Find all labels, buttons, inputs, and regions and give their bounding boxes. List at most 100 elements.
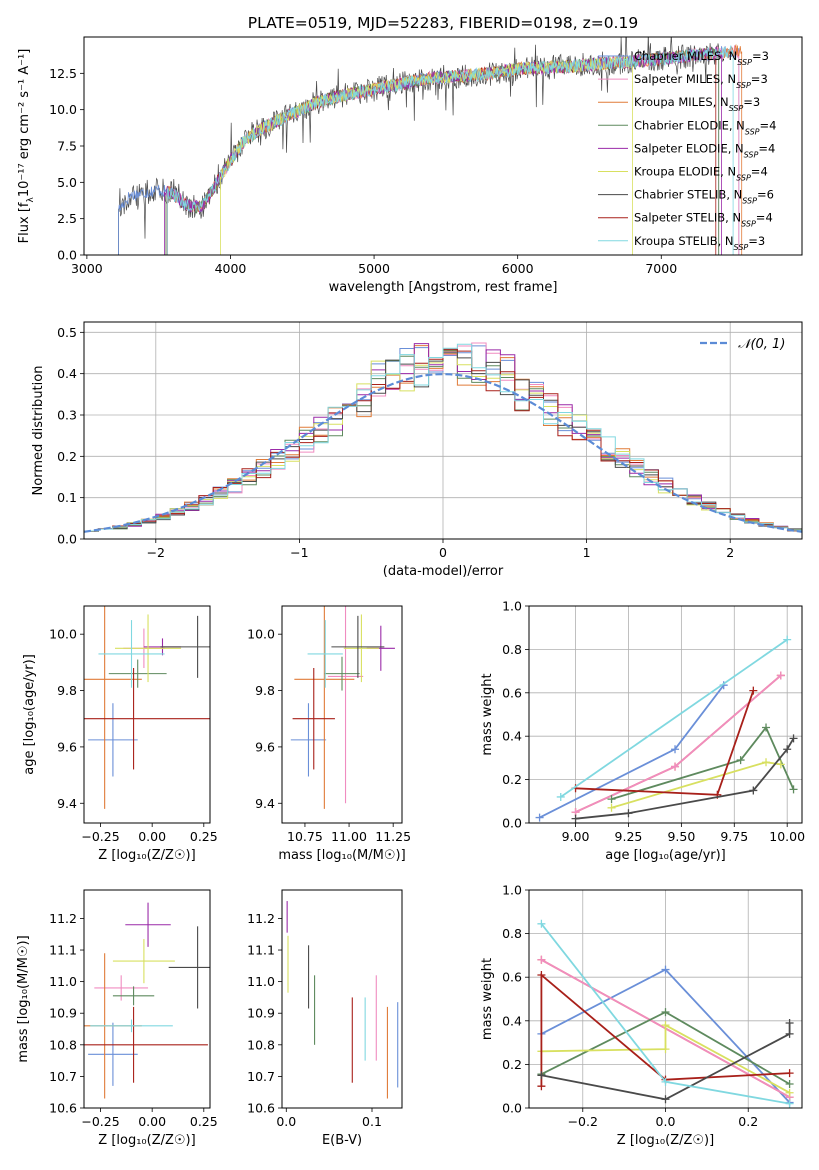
legend-series-name: Salpeter STELIB (634, 211, 725, 225)
series-marker (624, 809, 633, 818)
x-tick-label: 11.25 (375, 829, 411, 844)
y-tick-label: 10.8 (49, 1037, 77, 1052)
legend-entry: Chabrier ELODIE, NSSP=4 (634, 118, 776, 136)
series-marker (661, 1095, 670, 1104)
x-tick-label: 0.00 (138, 829, 166, 844)
y-tick-label: 0.3 (57, 408, 77, 423)
axes-frame-age-vs-z (83, 605, 211, 824)
data-point (94, 975, 149, 1001)
panel-mass-vs-ebv: 0.0 0.1 10.6 10.7 10.8 10.9 11.0 11.1 11.2 E(B-V) (247, 889, 403, 1148)
legend-n-sub: SSP (742, 196, 757, 205)
y-axis-label: Flux [fλ10⁻¹⁷ erg cm⁻² s⁻¹ A⁻¹] (17, 49, 36, 244)
data-point (84, 606, 142, 809)
data-point (290, 703, 327, 777)
x-tick-label: 0.0 (656, 1114, 676, 1129)
legend-n-label: , N (729, 118, 745, 132)
y-tick-label: 9.6 (57, 739, 77, 754)
spectrum-line (166, 45, 734, 255)
series-marker (785, 1018, 794, 1027)
x-axis-label: (data-model)/error (383, 564, 504, 579)
y-tick-label: 0.2 (57, 449, 77, 464)
legend-n-value: = (752, 49, 762, 63)
data-point (88, 703, 138, 777)
series-marker (556, 792, 565, 801)
series-marker (785, 1099, 794, 1108)
y-tick-label: 10.6 (247, 1101, 275, 1116)
chart-title: PLATE=0519, MJD=52283, FIBERID=0198, z=0… (248, 14, 638, 32)
y-tick-label: 1.0 (502, 883, 522, 898)
y-tick-label: 11.2 (49, 911, 77, 926)
series-marker (785, 1088, 794, 1097)
legend-n-label: , N (721, 49, 737, 63)
panel-mass-vs-z: −0.25 0.00 0.25 10.6 10.7 10.8 10.9 11.0 11.1 11.… (16, 889, 218, 1148)
legend-series-name: Salpeter MILES (634, 72, 720, 86)
panel-age-vs-mass: 10.75 11.00 11.25 9.4 9.6 9.8 10.0 mass [log₁₀(… (247, 605, 411, 863)
legend-n-count: 3 (762, 49, 769, 63)
axes-frame-mass-vs-z (83, 889, 211, 1109)
legend-n-label: , N (713, 95, 729, 109)
y-tick-label: 9.8 (57, 683, 77, 698)
series-marker (535, 813, 544, 822)
legend-n-count: 4 (769, 118, 776, 132)
x-tick-label: 9.25 (615, 829, 643, 844)
y-tick-label: 0.0 (57, 248, 77, 263)
legend-n-value: = (751, 165, 761, 179)
y-tick-label: 0.0 (502, 1101, 522, 1116)
y-tick-label: 11.1 (247, 943, 275, 958)
x-tick-label: 3000 (71, 261, 103, 276)
data-point (90, 1019, 173, 1033)
legend-n-count: 4 (768, 141, 775, 155)
x-tick-label: 4000 (215, 261, 247, 276)
series-line (540, 973, 790, 1087)
series-marker (661, 1021, 670, 1030)
legend-n-value: = (743, 95, 753, 109)
series-marker (537, 919, 546, 928)
legend-n-sub: SSP (744, 150, 759, 159)
data-point (294, 606, 355, 809)
series-marker (785, 1029, 794, 1038)
x-tick-label: 10.00 (769, 829, 805, 844)
data-point (112, 986, 155, 1006)
x-tick-label: 0.00 (138, 1114, 166, 1129)
x-tick-label: 0.1 (362, 1114, 382, 1129)
y-tick-label: 9.8 (255, 683, 275, 698)
y-tick-label: 0.4 (502, 1013, 522, 1028)
panel-weight-vs-z: −0.2 0.0 0.2 0.0 0.2 0.4 0.6 0.8 1.0 Z [log₁₀(Z/Z… (480, 883, 803, 1148)
series-marker (749, 786, 758, 795)
data-point (331, 615, 385, 678)
x-tick-label: −0.2 (568, 1114, 598, 1129)
series-marker (607, 803, 616, 812)
legend-n-count: 6 (767, 188, 774, 202)
series-line (575, 737, 795, 820)
legend-n-sub: SSP (737, 58, 752, 67)
y-tick-label: 10.9 (247, 1006, 275, 1021)
plot-area-weight-vs-age (529, 606, 802, 823)
y-tick-label: 10.6 (49, 1101, 77, 1116)
x-tick-label: 0.25 (190, 1114, 218, 1129)
series-marker (671, 762, 680, 771)
y-tick-label: 10.8 (247, 1037, 275, 1052)
series-marker (776, 671, 785, 680)
legend-n-label: , N (718, 234, 734, 248)
series-line (541, 1023, 791, 1101)
y-axis-label: age [log₁₀(age/yr)] (22, 654, 37, 775)
data-point (327, 606, 364, 804)
legend-n-sub: SSP (734, 242, 749, 251)
series-marker (762, 758, 771, 767)
legend-series-name: Chabrier STELIB (634, 188, 726, 202)
series-marker (571, 814, 580, 823)
y-tick-label: 0.1 (57, 490, 77, 505)
plot-area-mass-vs-z (84, 902, 210, 1099)
series-line (575, 690, 755, 796)
y-tick-label: 0.5 (57, 325, 77, 340)
legend-n-label: , N (725, 211, 741, 225)
x-tick-label: 0 (439, 545, 447, 560)
legend-n-sub: SSP (741, 219, 756, 228)
x-tick-label: 0.25 (190, 829, 218, 844)
series-marker (537, 1071, 546, 1080)
x-axis-label: Z [log₁₀(Z/Z☉)] (98, 1133, 195, 1148)
x-axis-label: Z [log₁₀(Z/Z☉)] (617, 1133, 714, 1148)
x-tick-label: 6000 (502, 261, 534, 276)
series-marker (776, 760, 785, 769)
legend-entry: Chabrier MILES, NSSP=3 (634, 49, 769, 67)
